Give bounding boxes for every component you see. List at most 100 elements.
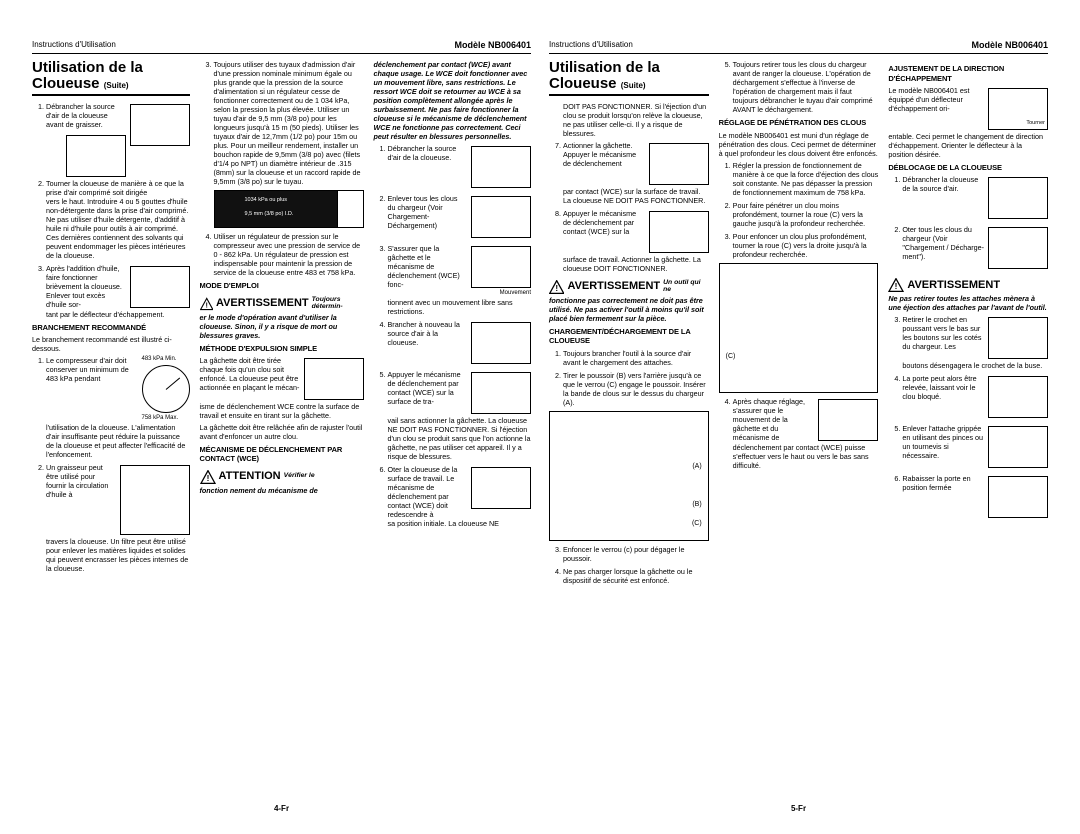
warning-avertissement: ! AVERTISSEMENT (888, 278, 1000, 292)
figure-d5 (988, 426, 1048, 468)
step: Pour enfoncer un clou plus profondément,… (733, 232, 879, 259)
columns: Utilisation de la Cloueuse (Suite) DOIT … (549, 60, 1048, 796)
svg-text:!: ! (555, 284, 558, 293)
page-footer: 5-Fr (549, 796, 1048, 814)
deblocage-steps: Débrancher la cloueuse de la source d'ai… (888, 175, 1048, 271)
header-model: Modèle NB006401 (454, 40, 531, 51)
warning-triangle-icon: ! (888, 278, 904, 292)
figure-hose: 1034 kPa ou plus 9,5 mm (3/8 po) I.D. (214, 190, 364, 228)
figure-wce3 (471, 246, 531, 288)
figure-wce6 (471, 467, 531, 509)
step: Après chaque réglage, s'assurer que le m… (733, 397, 879, 470)
figure-wce4 (471, 322, 531, 364)
branch-steps-cont: Toujours utiliser des tuyaux d'admission… (200, 60, 364, 277)
step: Toujours brancher l'outil à la source d'… (563, 349, 709, 367)
figure-d2 (988, 227, 1048, 269)
figure-methode (304, 358, 364, 400)
step: Oter tous les clous du chargeur (Voir "C… (902, 225, 1048, 271)
svg-text:!: ! (895, 282, 898, 291)
charge-steps-cont: Enfoncer le verrou (c) pour dégager le p… (549, 545, 709, 585)
figure-wce1 (471, 146, 531, 188)
step: Toujours utiliser des tuyaux d'admission… (214, 60, 364, 228)
warning-text: er le mode d'opération avant d'utiliser … (200, 313, 364, 340)
title-rule (32, 94, 190, 96)
figure-d4 (988, 376, 1048, 418)
pen-steps-cont: Après chaque réglage, s'assurer que le m… (719, 397, 879, 470)
step: Utiliser un régulateur de pression sur l… (214, 232, 364, 277)
step: S'assurer que la gâchette et le mécanism… (388, 244, 532, 316)
figure-oil3 (130, 266, 190, 308)
step: Toujours retirer tous les clous du charg… (733, 60, 879, 114)
deblocage-steps-cont: Retirer le crochet en poussant vers le b… (888, 315, 1048, 520)
warning-triangle-icon: ! (200, 297, 213, 311)
step: Débrancher la source d'air de la cloueus… (46, 102, 190, 129)
page-header: Instructions d'Utilisation Modèle NB0064… (32, 40, 531, 54)
figure-exhaust: Tourner (988, 88, 1048, 130)
title-rule (549, 94, 709, 96)
figure-filter (120, 465, 190, 535)
step: Débrancher la source d'air de la cloueus… (388, 144, 532, 190)
section-title: Utilisation de la Cloueuse (Suite) (32, 60, 190, 92)
oil-steps: Débrancher la source d'air de la cloueus… (32, 102, 190, 319)
step: La porte peut alors être relevée, laissa… (902, 374, 1048, 420)
step: Tirer le poussoir (B) vers l'arrière jus… (563, 371, 709, 407)
branch-intro: Le branchement recommandé est illustré c… (32, 335, 190, 353)
subhead-penetration: RÉGLAGE DE PÉNÉTRATION DES CLOUS (719, 118, 879, 127)
step: Régler la pression de fonctionnement de … (733, 161, 879, 197)
step: Enlever tous les clous du chargeur (Voir… (388, 194, 532, 240)
figure-d3 (988, 317, 1048, 359)
step: Un graisseur peut être utilisé pour four… (46, 463, 190, 573)
subhead-mode: MODE D'EMPLOI (200, 281, 364, 290)
charge-steps: Toujours brancher l'outil à la source d'… (549, 349, 709, 407)
step: 483 kPa Min. 758 kPa Max. Le compresseur… (46, 356, 190, 458)
warning-triangle-icon: ! (200, 470, 216, 484)
section-title: Utilisation de la Cloueuse (Suite) (549, 60, 709, 92)
figure-oil2 (66, 135, 126, 177)
step: Après l'addition d'huile, faire fonction… (46, 264, 190, 319)
wce-steps: Débrancher la source d'air de la cloueus… (374, 144, 532, 528)
header-model: Modèle NB006401 (971, 40, 1048, 51)
header-left: Instructions d'Utilisation (549, 40, 633, 51)
figure-d1 (988, 177, 1048, 219)
attention-text: fonction nement du mécanisme de (200, 486, 364, 495)
figure-wce5 (471, 372, 531, 414)
warning-avertissement: ! AVERTISSEMENT Un outil qui ne (549, 280, 709, 294)
step: Retirer le crochet en poussant vers le b… (902, 315, 1048, 370)
step: Appuyer le mécanisme de déclenchement pa… (388, 370, 532, 461)
figure-oil1 (130, 104, 190, 146)
step: Tourner la cloueuse de manière à ce que … (46, 133, 190, 260)
wce-steps-cont: Actionner la gâchette. Appuyer le mécani… (549, 141, 709, 273)
header-left: Instructions d'Utilisation (32, 40, 116, 51)
svg-text:!: ! (206, 474, 209, 483)
subhead-chargement: CHARGEMENT/DÉCHARGEMENT DE LA CLOUEUSE (549, 327, 709, 346)
subhead-direction: AJUSTEMENT DE LA DIRECTION D'ÉCHAPPEMENT (888, 64, 1048, 83)
subhead-deblocage: DÉBLOCAGE DE LA CLOUEUSE (888, 163, 1048, 172)
p2-col3: AJUSTEMENT DE LA DIRECTION D'ÉCHAPPEMENT… (888, 60, 1048, 796)
columns: Utilisation de la Cloueuse (Suite) Débra… (32, 60, 531, 796)
step: Actionner la gâchette. Appuyer le mécani… (563, 141, 709, 205)
pen-steps: Régler la pression de fonctionnement de … (719, 161, 879, 259)
warning-text: fonctionne pas correctement ne doit pas … (549, 296, 709, 323)
figure-after (818, 399, 878, 441)
figure-magazine: (A) (B) (C) (549, 411, 709, 541)
document-sheet: Instructions d'Utilisation Modèle NB0064… (0, 0, 1080, 834)
figure-d6 (988, 476, 1048, 518)
warning-attention: ! ATTENTION Vérifier le (200, 470, 315, 484)
step: Brancher à nouveau la source d'air à la … (388, 320, 532, 366)
page-5fr: Instructions d'Utilisation Modèle NB0064… (549, 40, 1048, 814)
subhead-methode: MÉTHODE D'EXPULSION SIMPLE (200, 344, 364, 353)
figure-s7 (649, 143, 709, 185)
p1-col3: déclenchement par contact (WCE) avant ch… (374, 60, 532, 796)
step: Pour faire pénétrer un clou moins profon… (733, 201, 879, 228)
svg-text:!: ! (205, 300, 207, 309)
warning-avertissement: ! AVERTISSEMENT Toujours détermin- (200, 297, 364, 311)
step: Débrancher la cloueuse de la source d'ai… (902, 175, 1048, 221)
step: Enfoncer le verrou (c) pour dégager le p… (563, 545, 709, 563)
p1-col1: Utilisation de la Cloueuse (Suite) Débra… (32, 60, 190, 796)
figure-wce2 (471, 196, 531, 238)
page-footer: 4-Fr (32, 796, 531, 814)
warning-text: Ne pas retirer toutes les attaches mèner… (888, 294, 1048, 312)
p1-col2: Toujours utiliser des tuyaux d'admission… (200, 60, 364, 796)
page-header: Instructions d'Utilisation Modèle NB0064… (549, 40, 1048, 54)
page-4fr: Instructions d'Utilisation Modèle NB0064… (32, 40, 531, 814)
